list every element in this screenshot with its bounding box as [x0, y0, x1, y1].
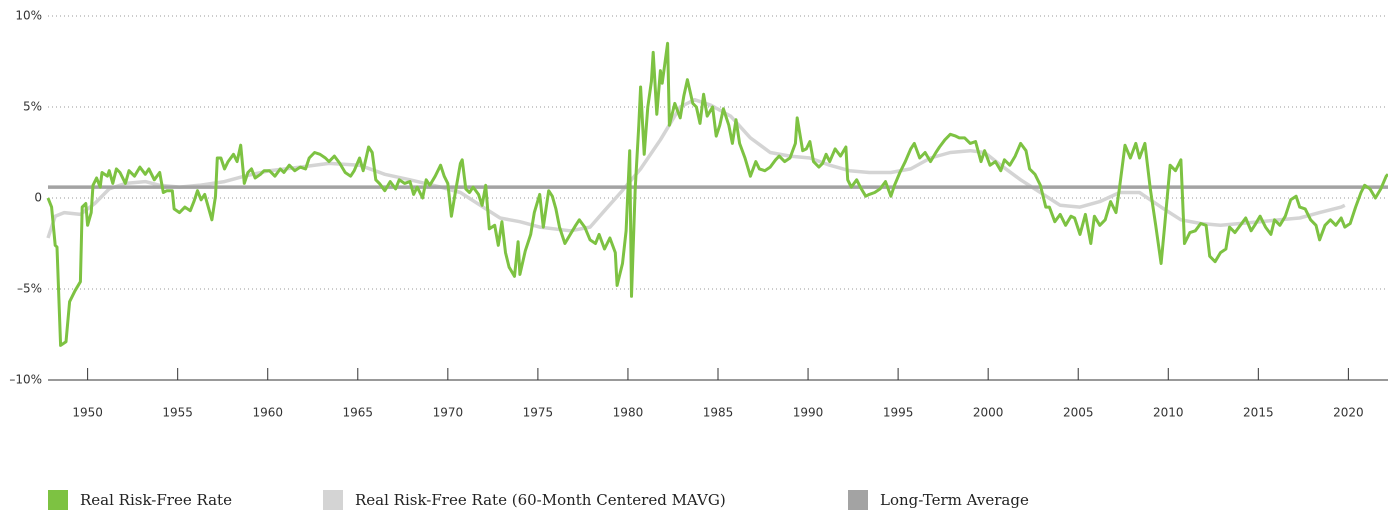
x-tick-label: 1995 [883, 406, 914, 420]
x-tick-label: 1950 [72, 406, 103, 420]
x-tick-label: 2010 [1153, 406, 1184, 420]
legend-swatch [48, 490, 68, 510]
legend-label: Long-Term Average [880, 491, 1029, 509]
x-tick-label: 1970 [433, 406, 464, 420]
y-tick-label: 5% [23, 100, 42, 114]
series-line [46, 41, 1388, 347]
x-tick-label: 1985 [703, 406, 734, 420]
x-tick-label: 2015 [1243, 406, 1274, 420]
x-tick-label: 1955 [162, 406, 193, 420]
legend-label: Real Risk-Free Rate [80, 491, 232, 509]
x-tick-label: 1960 [252, 406, 283, 420]
legend-swatch [323, 490, 343, 510]
x-tick-label: 2020 [1333, 406, 1364, 420]
legend-label: Real Risk-Free Rate (60-Month Centered M… [355, 491, 726, 509]
series-line [46, 97, 1346, 239]
legend-swatch [848, 490, 868, 510]
x-tick-label: 1965 [343, 406, 374, 420]
y-tick-label: 0 [34, 191, 42, 205]
y-tick-label: –5% [17, 282, 42, 296]
y-tick-label: 10% [15, 9, 42, 23]
x-tick-label: 2000 [973, 406, 1004, 420]
x-tick-label: 2005 [1063, 406, 1094, 420]
x-tick-label: 1975 [523, 406, 554, 420]
x-tick-label: 1980 [613, 406, 644, 420]
y-tick-label: –10% [9, 373, 42, 387]
x-tick-label: 1990 [793, 406, 824, 420]
